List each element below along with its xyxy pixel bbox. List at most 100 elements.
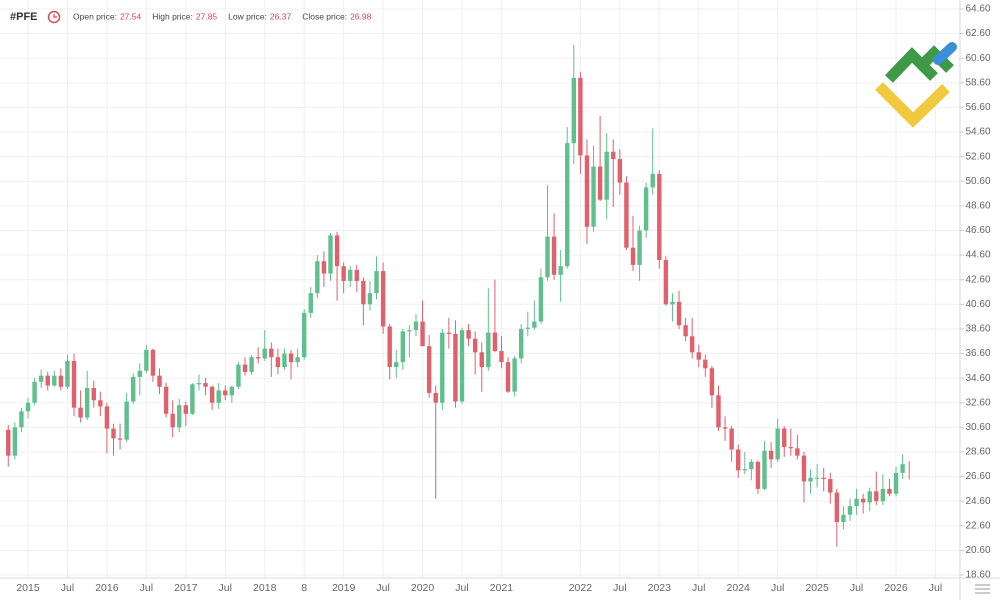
x-tick-label: Jul xyxy=(613,582,626,594)
y-tick-label: 34.60 xyxy=(965,373,990,384)
candle-body xyxy=(696,352,701,360)
candle-body xyxy=(466,330,471,339)
y-tick-label: 46.60 xyxy=(965,225,990,236)
y-tick-label: 58.60 xyxy=(965,77,990,88)
candle-body xyxy=(269,348,274,358)
y-tick-label: 18.60 xyxy=(965,570,990,581)
x-tick-label: Jul xyxy=(219,582,232,594)
x-tick-label: 2015 xyxy=(16,582,40,594)
candle-body xyxy=(308,293,313,313)
candle-body xyxy=(749,461,754,470)
candle-body xyxy=(624,182,629,248)
candle-body xyxy=(630,247,636,265)
candle-body xyxy=(183,405,189,414)
candle-body xyxy=(32,381,37,403)
candle-body xyxy=(91,387,96,401)
candle-body xyxy=(19,411,24,428)
candle-body xyxy=(689,336,695,353)
y-tick-label: 24.60 xyxy=(965,496,990,507)
candle-body xyxy=(788,447,794,449)
candle-body xyxy=(12,427,18,456)
candle-body xyxy=(611,151,616,160)
candle-body xyxy=(321,261,327,274)
candle-body xyxy=(657,173,662,261)
candle-body xyxy=(814,477,820,479)
candle-body xyxy=(834,492,840,523)
candle-body xyxy=(177,405,182,428)
x-tick-label: 2019 xyxy=(332,582,356,594)
candle-body xyxy=(459,330,465,402)
candle-body xyxy=(144,349,149,371)
candle-body xyxy=(71,360,77,408)
candle-body xyxy=(98,400,103,407)
x-tick-label: 2022 xyxy=(569,582,593,594)
candle-body xyxy=(25,402,31,412)
candle-body xyxy=(492,332,498,352)
candle-body xyxy=(190,384,195,414)
candle-body xyxy=(703,359,708,369)
candle-body xyxy=(104,406,110,429)
y-tick-label: 38.60 xyxy=(965,324,990,335)
candle-body xyxy=(683,325,688,337)
logo xyxy=(875,42,957,128)
candle-body xyxy=(604,151,609,200)
clock-icon[interactable] xyxy=(47,10,61,24)
candle-body xyxy=(893,472,899,494)
candle-body xyxy=(900,464,905,473)
candle-body xyxy=(453,333,458,402)
x-tick-label: 2024 xyxy=(727,582,751,594)
candle-body xyxy=(203,383,208,387)
ohlc-label: Low price: xyxy=(228,11,267,21)
candle-body xyxy=(775,428,780,460)
x-tick-label: Jul xyxy=(929,582,942,594)
candle-body xyxy=(223,390,228,396)
candle-body xyxy=(163,386,169,414)
y-tick-label: 54.60 xyxy=(965,127,990,138)
ohlc-value: 27.54 xyxy=(120,11,142,21)
x-tick-label: Jul xyxy=(376,582,389,594)
candle-body xyxy=(637,230,642,265)
candle-body xyxy=(597,166,603,200)
candle-body xyxy=(38,375,44,382)
candle-body xyxy=(216,390,221,403)
candle-body xyxy=(255,357,261,359)
candle-body xyxy=(828,479,833,493)
settings-icon[interactable] xyxy=(975,584,990,594)
x-tick-label: 2021 xyxy=(490,582,514,594)
y-tick-label: 52.60 xyxy=(965,151,990,162)
ohlc-label: Open price: xyxy=(73,11,117,21)
candle-body xyxy=(78,407,83,418)
candle-body xyxy=(584,155,590,227)
candle-body xyxy=(440,332,445,403)
candle-body xyxy=(413,321,419,331)
y-tick-label: 56.60 xyxy=(965,102,990,113)
candle-body xyxy=(841,514,846,523)
y-tick-label: 26.60 xyxy=(965,471,990,482)
candle-body xyxy=(6,429,11,456)
candle-body xyxy=(288,353,294,363)
y-tick-label: 42.60 xyxy=(965,274,990,285)
x-tick-label: 2025 xyxy=(805,582,829,594)
axes: 18.60 20.60 22.60 24.60 26.60 28.60 30.60 32.60… xyxy=(16,4,991,594)
candle-body xyxy=(486,332,491,368)
candle-body xyxy=(196,383,202,385)
candle-body xyxy=(860,498,866,503)
candle-body xyxy=(348,269,353,281)
candle-body xyxy=(578,77,583,156)
candle-body xyxy=(709,368,715,396)
candle-body xyxy=(505,362,511,392)
x-tick-label: 2017 xyxy=(174,582,198,594)
x-tick-label: 2018 xyxy=(253,582,277,594)
ohlc-header: Open price: 27.54 High price: 27.85 Low pric… xyxy=(73,11,372,21)
y-tick-label: 64.60 xyxy=(965,4,990,15)
ohlc-label: High price: xyxy=(152,11,193,21)
candle-body xyxy=(209,386,215,403)
candle-body xyxy=(111,428,116,439)
candle-body xyxy=(519,328,524,359)
candle-body xyxy=(736,449,741,471)
symbol: #PFE xyxy=(10,11,38,23)
y-tick-label: 60.60 xyxy=(965,53,990,64)
y-tick-label: 50.60 xyxy=(965,176,990,187)
candle-body xyxy=(650,173,655,188)
